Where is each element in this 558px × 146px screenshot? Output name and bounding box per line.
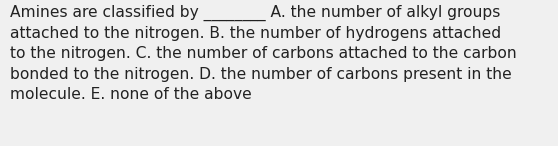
- Text: Amines are classified by ________ A. the number of alkyl groups
attached to the : Amines are classified by ________ A. the…: [10, 4, 517, 102]
